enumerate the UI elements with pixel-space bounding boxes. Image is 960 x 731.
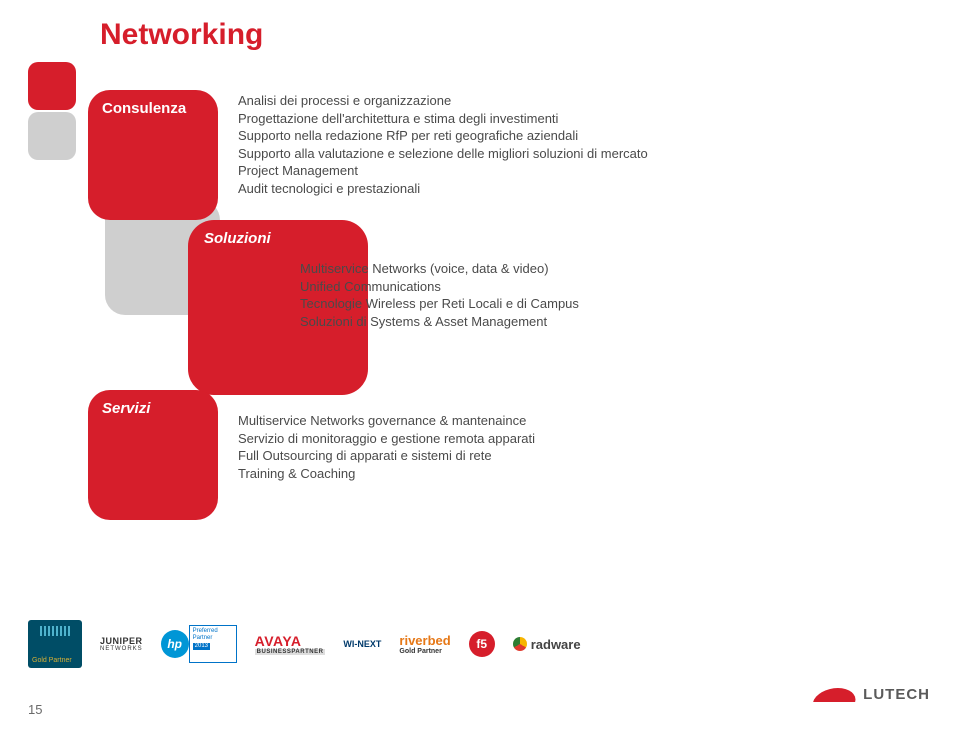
soluzioni-line: Unified Communications [300,278,860,296]
soluzioni-body: Multiservice Networks (voice, data & vid… [300,260,860,330]
hp-badge-year: 2013 [193,643,210,650]
lutech-text: LUTECH [863,686,930,703]
lutech-swoosh-icon [813,688,859,702]
hp-logo-wrap: hp Preferred Partner 2013 [161,625,237,663]
consulenza-card: Consulenza [88,90,218,220]
hp-badge-line: Preferred [193,628,233,635]
cisco-gold-label: Gold Partner [32,657,72,664]
radware-text: radware [531,637,581,652]
servizi-line: Training & Coaching [238,465,878,483]
cisco-logo: Gold Partner [28,620,82,668]
servizi-body: Multiservice Networks governance & mante… [238,412,878,482]
f5-logo: f5 [469,631,495,657]
lutech-brand: LUTECH [815,686,930,703]
consulenza-line: Audit tecnologici e prestazionali [238,180,878,198]
riverbed-logo: riverbed Gold Partner [399,633,450,655]
consulenza-line: Progettazione dell'architettura e stima … [238,110,878,128]
avaya-logo: AVAYA BUSINESSPARTNER [255,633,326,655]
servizi-line: Servizio di monitoraggio e gestione remo… [238,430,878,448]
servizi-card: Servizi [88,390,218,520]
decor-square-red [28,62,76,110]
consulenza-line: Supporto nella redazione RfP per reti ge… [238,127,878,145]
juniper-sub: NETWORKS [100,646,143,652]
consulenza-body: Analisi dei processi e organizzazione Pr… [238,92,878,197]
juniper-logo: JUNIPER NETWORKS [100,636,143,652]
soluzioni-line: Tecnologie Wireless per Reti Locali e di… [300,295,860,313]
partner-logos: Gold Partner JUNIPER NETWORKS hp Preferr… [28,620,581,668]
juniper-text: JUNIPER [100,636,143,646]
soluzioni-label: Soluzioni [204,230,271,247]
decor-blocks [28,62,76,162]
page-number: 15 [28,702,42,717]
soluzioni-line: Multiservice Networks (voice, data & vid… [300,260,860,278]
consulenza-line: Analisi dei processi e organizzazione [238,92,878,110]
soluzioni-line: Soluzioni di Systems & Asset Management [300,313,860,331]
radware-icon [513,637,527,651]
servizi-line: Multiservice Networks governance & mante… [238,412,878,430]
consulenza-line: Project Management [238,162,878,180]
servizi-line: Full Outsourcing di apparati e sistemi d… [238,447,878,465]
consulenza-line: Supporto alla valutazione e selezione de… [238,145,878,163]
winext-logo: WI-NEXT [343,639,381,649]
consulenza-label: Consulenza [102,100,186,117]
radware-logo: radware [513,637,581,652]
hp-logo: hp [161,630,189,658]
hp-badge-line: Partner [193,635,233,642]
servizi-label: Servizi [102,400,150,417]
avaya-text: AVAYA [255,633,302,649]
avaya-bp: BUSINESSPARTNER [255,649,326,655]
riverbed-text: riverbed [399,633,450,648]
riverbed-gold: Gold Partner [399,648,450,655]
hp-badge: Preferred Partner 2013 [189,625,237,663]
decor-square-grey [28,112,76,160]
page-title: Networking [100,18,263,52]
winext-text: WI-NEXT [343,639,381,649]
